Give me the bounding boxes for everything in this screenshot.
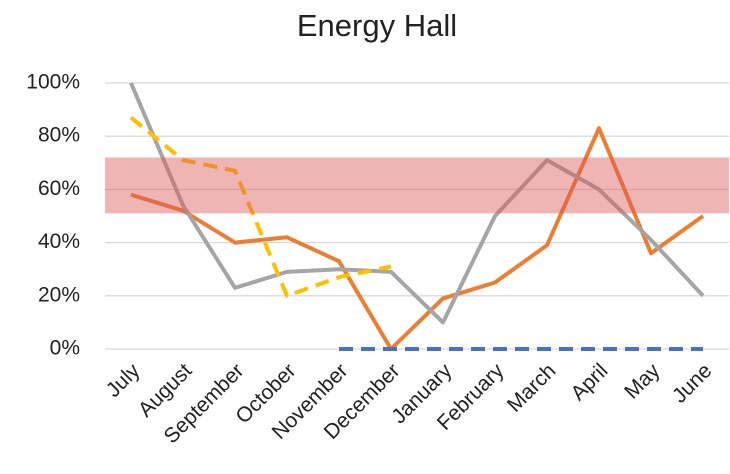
x-tick-label: April xyxy=(566,359,612,405)
series-line xyxy=(129,82,705,325)
y-tick-label: 80% xyxy=(38,124,80,147)
y-tick-label: 100% xyxy=(26,71,80,94)
x-tick-label: June xyxy=(668,359,716,407)
series-line xyxy=(130,126,705,351)
series-line xyxy=(129,116,392,298)
y-tick-label: 40% xyxy=(38,230,80,253)
y-tick-label: 20% xyxy=(38,283,80,306)
chart-title: Energy Hall xyxy=(297,8,457,43)
x-tick-label: March xyxy=(503,359,561,417)
x-tick-label: May xyxy=(620,359,665,404)
y-tick-label: 60% xyxy=(38,177,80,200)
x-tick-label: July xyxy=(102,359,145,402)
target-band xyxy=(105,157,729,214)
y-tick-label: 0% xyxy=(50,337,80,360)
